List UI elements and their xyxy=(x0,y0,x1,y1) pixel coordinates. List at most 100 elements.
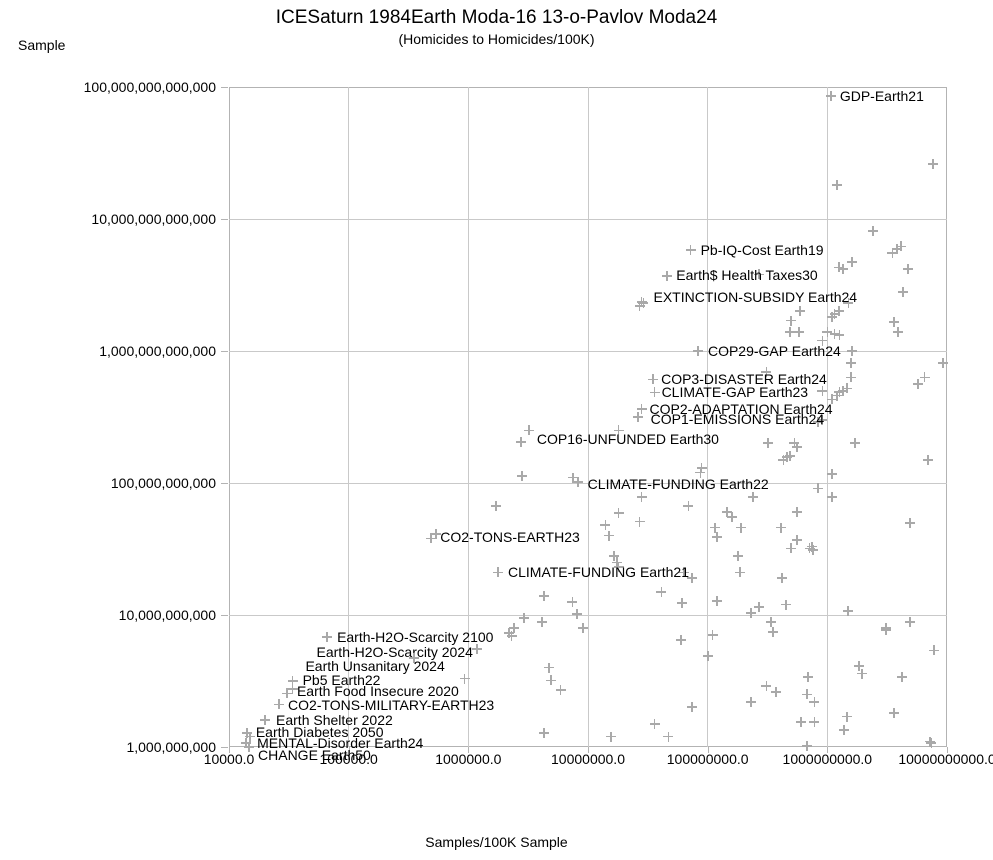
data-point xyxy=(471,644,482,655)
data-point xyxy=(888,316,899,327)
data-point xyxy=(638,298,649,309)
data-point xyxy=(822,326,833,337)
y-tick-mark xyxy=(221,615,228,616)
data-point xyxy=(636,297,647,308)
data-point-label: Earth-H2O-Scarcity 2100 xyxy=(337,629,494,646)
y-tick-mark xyxy=(221,219,228,220)
data-point xyxy=(426,533,437,544)
y-tick-label: 10,000,000,000,000 xyxy=(91,211,216,227)
data-point-label: COP3-DISASTER Earth24 xyxy=(661,371,827,388)
data-point xyxy=(849,438,860,449)
data-point-label: CLIMATE-FUNDING Earth22 xyxy=(587,475,769,492)
data-point xyxy=(842,606,853,617)
x-tick-label: 10000.0 xyxy=(203,751,255,767)
data-point-label: CO2-TONS-MILITARY-EARTH23 xyxy=(288,697,495,714)
y-tick-label: 10,000,000,000 xyxy=(118,607,216,623)
data-point xyxy=(709,522,720,533)
y-gridline xyxy=(229,350,947,352)
data-point xyxy=(766,616,777,627)
y-tick-mark xyxy=(221,87,228,88)
data-point xyxy=(786,543,797,554)
data-point xyxy=(831,390,842,401)
data-point xyxy=(539,727,550,738)
data-point-label: COP1-EMISSIONS Earth24 xyxy=(650,411,825,428)
data-point xyxy=(794,306,805,317)
data-point-label: CO2-TONS-EARTH23 xyxy=(440,529,580,546)
data-point xyxy=(831,180,842,191)
data-point xyxy=(459,673,470,684)
x-tick-mark xyxy=(707,747,709,753)
data-point xyxy=(780,599,791,610)
y-gridline xyxy=(229,614,947,616)
data-point xyxy=(663,731,674,742)
x-tick-label: 1000000.0 xyxy=(435,751,502,767)
data-point xyxy=(808,545,819,556)
data-point xyxy=(834,386,845,397)
data-point xyxy=(683,500,694,511)
data-point xyxy=(287,684,298,694)
data-point xyxy=(748,492,759,503)
data-point xyxy=(600,520,611,531)
data-point-label: Earth-H2O-Scarcity 2024 xyxy=(316,644,473,661)
data-point xyxy=(927,159,938,170)
x-tick-label: 10000000000.0 xyxy=(898,751,993,767)
data-point xyxy=(833,306,844,317)
data-point xyxy=(431,529,442,540)
x-gridline xyxy=(467,87,469,747)
data-point xyxy=(408,652,419,663)
data-point xyxy=(604,530,615,541)
data-point xyxy=(841,383,852,394)
x-tick-mark xyxy=(588,747,589,753)
data-point xyxy=(834,329,845,340)
data-point xyxy=(322,632,333,643)
data-point xyxy=(523,425,534,436)
data-point xyxy=(775,522,786,533)
data-point xyxy=(632,412,643,423)
x-tick-mark xyxy=(947,747,948,753)
data-point xyxy=(802,689,813,700)
data-point xyxy=(712,595,723,606)
data-point xyxy=(572,608,583,619)
data-point xyxy=(490,500,501,511)
data-point xyxy=(649,718,660,729)
data-point xyxy=(896,671,907,682)
x-tick-label: 100000000.0 xyxy=(666,751,749,767)
data-point xyxy=(712,531,723,542)
data-point xyxy=(721,507,732,518)
x-tick-label: 100000.0 xyxy=(319,751,378,767)
data-point xyxy=(636,492,647,503)
x-gridline xyxy=(826,87,828,747)
data-point xyxy=(508,622,519,633)
data-point xyxy=(843,298,854,309)
data-point xyxy=(609,550,620,561)
data-point-label: Pb-IQ-Cost Earth19 xyxy=(700,242,824,259)
data-point xyxy=(605,731,616,742)
data-point xyxy=(867,226,878,237)
data-point xyxy=(241,728,252,739)
data-point xyxy=(761,680,772,691)
y-tick-label: 1,000,000,000,000 xyxy=(99,343,216,359)
data-point xyxy=(829,328,840,339)
data-point xyxy=(687,702,698,713)
data-point xyxy=(786,315,797,326)
data-point xyxy=(846,257,857,268)
y-tick-label: 100,000,000,000 xyxy=(110,475,216,491)
y-gridline xyxy=(229,218,947,220)
data-point xyxy=(763,438,774,449)
data-point xyxy=(777,573,788,584)
data-point-label: EXTINCTION-SUBSIDY Earth24 xyxy=(653,289,858,306)
data-point xyxy=(816,415,827,426)
data-point xyxy=(846,346,857,356)
data-point xyxy=(613,425,624,436)
data-point xyxy=(839,724,850,735)
x-tick-mark xyxy=(229,747,230,753)
data-point xyxy=(539,590,550,601)
data-point xyxy=(656,586,667,597)
data-point-label: Earth Diabetes 2050 xyxy=(255,724,384,741)
data-point xyxy=(676,598,687,609)
data-point xyxy=(888,708,899,719)
data-point xyxy=(804,543,815,554)
data-point xyxy=(841,711,852,722)
data-point xyxy=(789,438,800,449)
data-point xyxy=(802,740,813,751)
